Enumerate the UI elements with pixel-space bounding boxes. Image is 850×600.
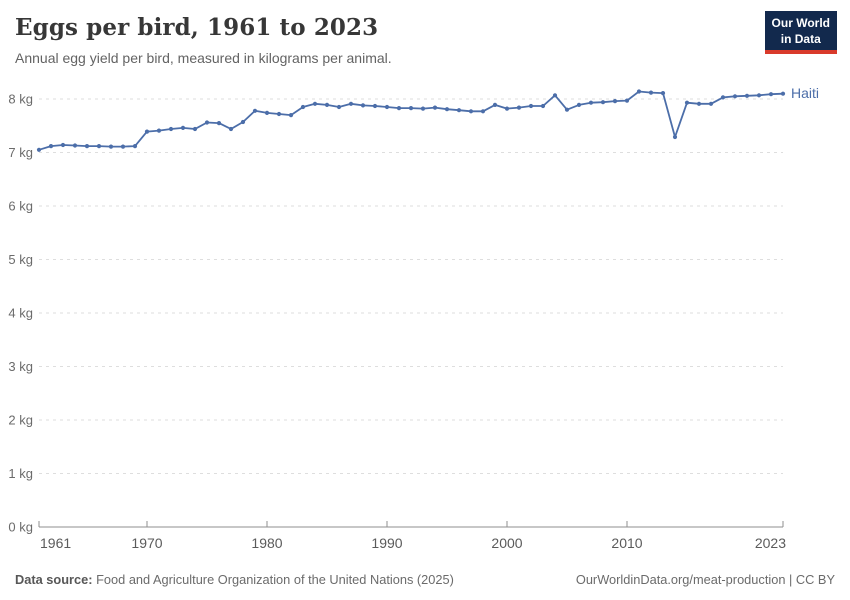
svg-text:8 kg: 8 kg [8, 92, 33, 107]
svg-text:1980: 1980 [251, 535, 282, 551]
svg-text:0 kg: 0 kg [8, 520, 33, 535]
svg-text:2010: 2010 [611, 535, 642, 551]
svg-text:3 kg: 3 kg [8, 359, 33, 374]
svg-text:1970: 1970 [131, 535, 162, 551]
data-source-text[interactable]: Food and Agriculture Organization of the… [96, 572, 454, 587]
svg-text:2023: 2023 [755, 535, 786, 551]
svg-text:2000: 2000 [491, 535, 522, 551]
chart-header: Eggs per bird, 1961 to 2023 Annual egg y… [15, 14, 750, 66]
chart-footer: Data source: Food and Agriculture Organi… [15, 572, 835, 587]
data-source-label: Data source: [15, 572, 93, 587]
page-title: Eggs per bird, 1961 to 2023 [15, 14, 379, 41]
owid-logo: Our World in Data [764, 11, 837, 55]
x-axis [38, 521, 784, 528]
page-subtitle: Annual egg yield per bird, measured in k… [15, 50, 392, 66]
svg-text:5 kg: 5 kg [8, 252, 33, 267]
svg-text:1 kg: 1 kg [8, 466, 33, 481]
svg-text:2 kg: 2 kg [8, 413, 33, 428]
svg-text:1990: 1990 [371, 535, 402, 551]
logo-line2: in Data [780, 31, 821, 46]
svg-text:7 kg: 7 kg [8, 145, 33, 160]
footer-link[interactable]: OurWorldinData.org/meat-production | CC … [575, 572, 835, 587]
logo-line1: Our World [771, 16, 830, 30]
x-axis-labels: 1961 1970 1980 1990 2000 2010 2023 [40, 535, 786, 551]
y-axis-labels: 0 kg 1 kg 2 kg 3 kg 4 kg 5 kg 6 kg 7 kg 8 kg [8, 92, 33, 535]
data-series-haiti[interactable] [36, 89, 786, 152]
svg-text:6 kg: 6 kg [8, 199, 33, 214]
series-label-haiti[interactable]: Haiti [791, 85, 819, 101]
svg-text:4 kg: 4 kg [8, 306, 33, 321]
svg-text:1961: 1961 [40, 535, 71, 551]
y-gridlines [39, 98, 783, 474]
data-source: Data source: Food and Agriculture Organi… [15, 572, 454, 587]
